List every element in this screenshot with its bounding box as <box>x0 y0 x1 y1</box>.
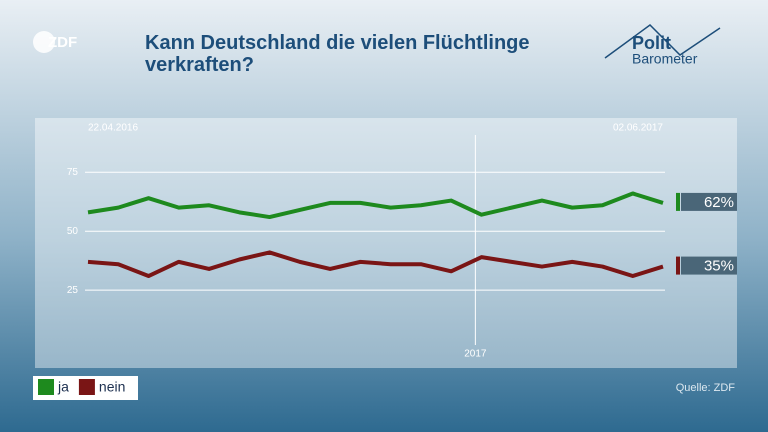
end-label-box <box>681 256 737 275</box>
source: Quelle: ZDF <box>676 382 736 394</box>
end-label: 62% <box>704 194 734 211</box>
y-tick-label: 50 <box>67 226 79 237</box>
logo-line <box>604 24 721 59</box>
annotation: 2017 <box>464 349 487 360</box>
end-label-bar <box>676 192 680 211</box>
program-logo: Barometer <box>632 51 698 67</box>
end-label: 35% <box>704 258 734 275</box>
legend-swatch <box>78 379 95 395</box>
legend-label: ja <box>57 379 69 395</box>
program-logo: Polit <box>632 33 671 53</box>
end-label-bar <box>676 256 680 275</box>
y-tick-label: 75 <box>67 167 79 178</box>
legend-swatch <box>38 379 54 395</box>
title-line: verkraften? <box>145 54 254 76</box>
end-label-box <box>681 192 737 211</box>
line <box>87 191 664 220</box>
chart-title: Kann Deutschland die vielen Flüchtlinge v… <box>145 32 530 76</box>
title-line: Kann Deutschland die vielen Flüchtlinge <box>145 32 530 54</box>
legend-label: nein <box>99 379 125 395</box>
logo-circle <box>33 31 55 53</box>
y-tick-label: 25 <box>67 285 79 296</box>
line <box>87 250 664 279</box>
x-tick-label: 22.04.2016 <box>88 123 138 134</box>
plot-panel <box>35 118 737 368</box>
x-tick-label: 02.06.2017 <box>613 123 663 134</box>
channel-logo: ZDF <box>48 34 77 51</box>
